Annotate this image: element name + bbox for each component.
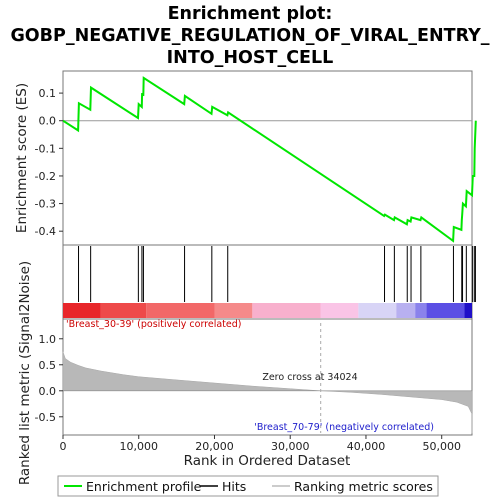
es-y-tick-label-5: -0.4 [35, 225, 56, 238]
heatmap-segment-6 [358, 303, 397, 318]
x-tick-label-4: 40,000 [347, 440, 386, 453]
es-y-tick-label-2: -0.1 [35, 142, 56, 155]
legend: Enrichment profile Hits Ranking metric s… [57, 475, 439, 497]
heatmap-segment-10 [464, 303, 472, 318]
es-y-tick-label-0: 0.1 [39, 87, 57, 100]
heatmap-segment-9 [426, 303, 465, 318]
title-line-3: INTO_HOST_CELL [167, 48, 334, 68]
enrichment-profile-series [62, 76, 477, 243]
es-y-tick-label-3: -0.2 [35, 170, 56, 183]
heatmap-segment-2 [146, 303, 215, 318]
legend-ranking-metric: Ranking metric scores [294, 479, 433, 494]
x-tick-label-5: 50,000 [422, 440, 461, 453]
heatmap-segment-5 [320, 303, 359, 318]
metric-y-axis-label: Ranked list metric (Signal2Noise) [17, 261, 33, 485]
heatmap-segment-3 [214, 303, 253, 318]
negative-correlation-label: 'Breast_70-79' (negatively correlated) [254, 422, 434, 433]
x-tick-label-1: 10,000 [119, 440, 158, 453]
ranking-metric-area [62, 351, 473, 434]
heatmap-segment-8 [415, 303, 427, 318]
metric-y-tick-label-1: 0.5 [39, 359, 57, 372]
legend-hits: Hits [222, 479, 246, 494]
enrichment-profile-line [62, 76, 477, 243]
heatmap-segment-4 [252, 303, 321, 318]
metric-y-tick-label-3: -0.5 [35, 411, 56, 424]
hits-series [78, 246, 476, 302]
es-y-tick-label-1: 0.0 [39, 115, 57, 128]
title-line-2: GOBP_NEGATIVE_REGULATION_OF_VIRAL_ENTRY_ [10, 26, 489, 46]
title-line-1: Enrichment plot: [168, 4, 333, 24]
heatmap-segment-1 [100, 303, 147, 318]
legend-enrichment-profile: Enrichment profile [86, 479, 202, 494]
heatmap-segment-7 [396, 303, 416, 318]
positive-correlation-label: 'Breast_30-39' (positively correlated) [66, 319, 242, 330]
x-tick-label-3: 30,000 [271, 440, 310, 453]
metric-y-tick-label-0: 1.0 [39, 333, 57, 346]
x-tick-label-0: 0 [60, 440, 67, 453]
es-panel [62, 70, 473, 246]
axis-ticks: 0.1 0.0 -0.1 -0.2 -0.3 -0.4 1.0 0.5 0.0 -0.5 0 10,0… [35, 87, 461, 453]
ranking-metric-series [62, 323, 473, 434]
x-axis-label: Rank in Ordered Dataset [184, 453, 351, 469]
metric-y-tick-label-2: 0.0 [39, 385, 57, 398]
es-y-axis-label: Enrichment score (ES) [14, 83, 30, 233]
rank-heatmap-bar [63, 303, 472, 318]
legend-box [57, 475, 439, 497]
es-y-tick-label-4: -0.3 [35, 198, 56, 211]
heatmap-segment-0 [63, 303, 101, 318]
x-tick-label-2: 20,000 [195, 440, 234, 453]
zero-cross-label: Zero cross at 34024 [262, 372, 357, 383]
